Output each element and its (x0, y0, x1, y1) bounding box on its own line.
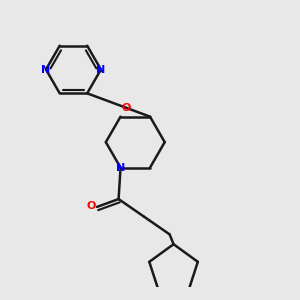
Text: O: O (86, 201, 96, 211)
Text: N: N (116, 163, 125, 172)
Text: N: N (41, 64, 51, 74)
Text: O: O (122, 103, 131, 113)
Text: N: N (96, 64, 106, 74)
